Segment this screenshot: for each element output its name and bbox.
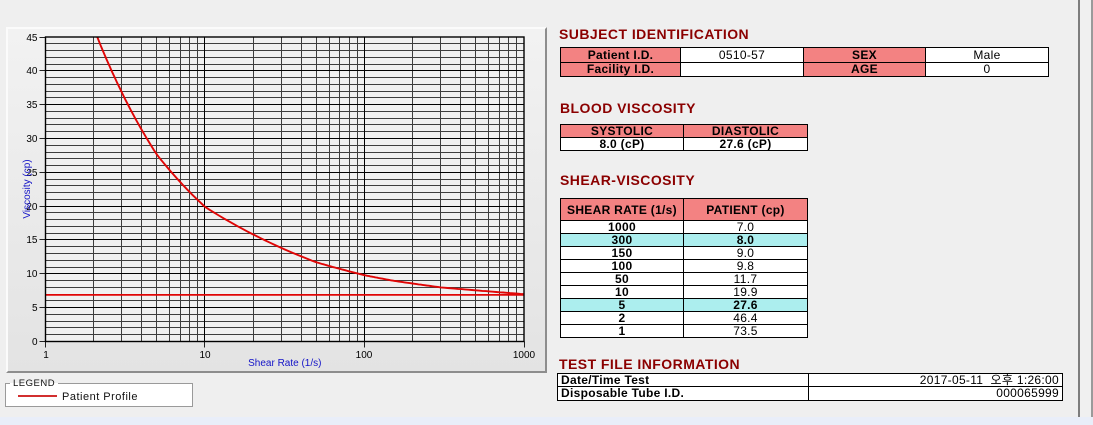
svg-text:25: 25	[26, 168, 38, 179]
svg-text:40: 40	[26, 66, 38, 77]
svg-text:0: 0	[32, 337, 38, 348]
svg-text:Shear Rate (1/s): Shear Rate (1/s)	[248, 358, 321, 369]
svg-text:1: 1	[43, 350, 49, 361]
svg-text:45: 45	[26, 33, 38, 44]
svg-text:30: 30	[26, 134, 38, 145]
svg-text:100: 100	[356, 350, 373, 361]
svg-text:10: 10	[26, 269, 38, 280]
svg-text:Viscosity (cp): Viscosity (cp)	[22, 159, 33, 218]
svg-text:5: 5	[32, 303, 38, 314]
svg-text:10: 10	[199, 350, 211, 361]
svg-text:1000: 1000	[513, 350, 536, 361]
svg-text:20: 20	[26, 202, 38, 213]
svg-text:15: 15	[26, 235, 38, 246]
svg-text:35: 35	[26, 100, 38, 111]
